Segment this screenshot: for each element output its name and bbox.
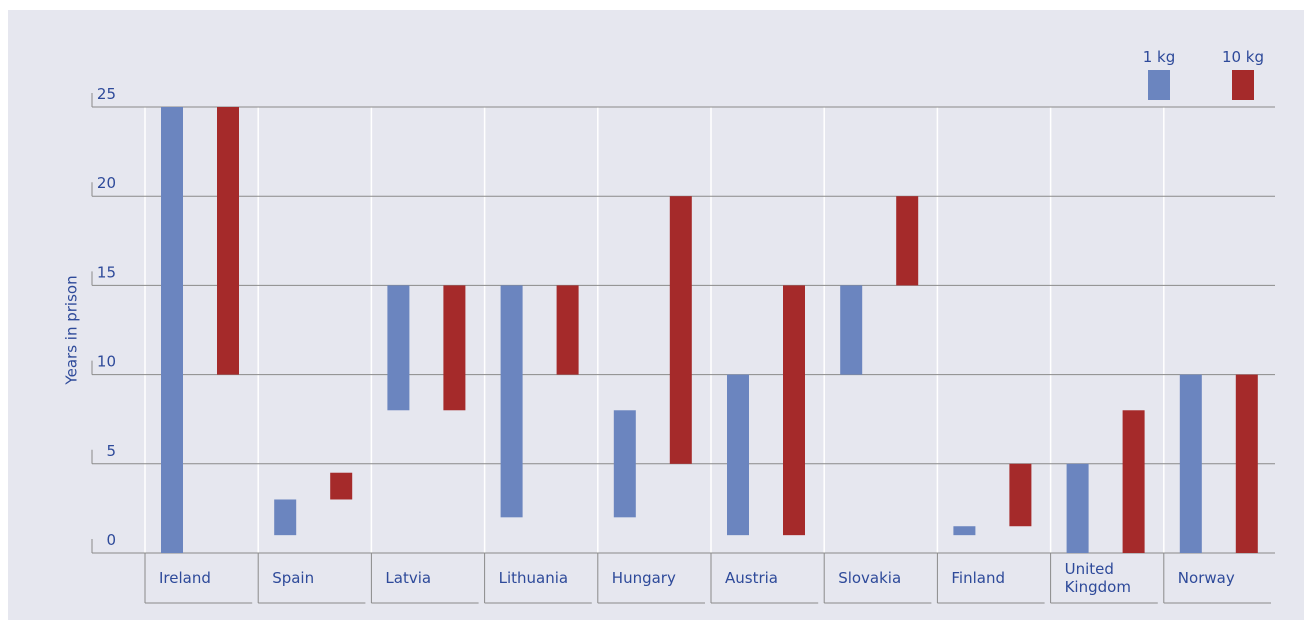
bar	[1066, 463, 1089, 553]
x-tick-label: Spain	[272, 569, 315, 587]
bar	[1235, 374, 1258, 553]
y-tick-label: 10	[97, 353, 116, 371]
bar	[387, 285, 410, 411]
x-tick-label: Norway	[1177, 569, 1235, 587]
bar	[953, 526, 976, 536]
x-tick-label: Lithuania	[498, 569, 569, 587]
bar	[500, 285, 523, 518]
y-tick-label: 0	[106, 531, 116, 549]
x-tick-label: Latvia	[385, 569, 432, 587]
bar	[669, 196, 692, 464]
bar	[443, 285, 466, 411]
x-tick-label: Finland	[951, 569, 1005, 587]
bar	[727, 374, 749, 536]
bar	[217, 107, 239, 375]
bar	[1122, 410, 1145, 553]
bar	[274, 499, 297, 536]
bar	[330, 472, 353, 500]
x-tick-label: United Kingdom	[1064, 560, 1131, 596]
y-tick-label: 5	[106, 442, 116, 460]
bar	[1179, 374, 1202, 553]
bar	[556, 285, 579, 375]
bar	[613, 410, 636, 518]
x-tick-label: Ireland	[159, 569, 211, 587]
legend-label: 1 kg	[1143, 48, 1176, 66]
legend-swatch	[1148, 70, 1170, 100]
legend-swatch	[1232, 70, 1254, 100]
y-tick-label: 20	[97, 174, 116, 192]
y-tick-label: 25	[97, 85, 116, 103]
panel	[8, 10, 1304, 620]
x-tick-label: Slovakia	[838, 569, 902, 587]
bar	[1009, 463, 1032, 527]
bar	[896, 196, 919, 286]
bar	[840, 285, 863, 375]
x-tick-label: Austria	[725, 569, 778, 587]
x-tick-label: Hungary	[611, 569, 676, 587]
y-tick-label: 15	[97, 263, 116, 281]
bar	[161, 107, 183, 553]
y-axis-label: Years in prison	[63, 275, 81, 385]
legend-label: 10 kg	[1222, 48, 1264, 66]
bar	[783, 285, 805, 536]
